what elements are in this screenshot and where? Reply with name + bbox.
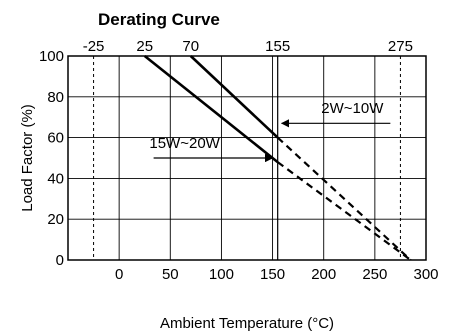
y-tick-label: 100 — [39, 48, 64, 65]
x-tick-label: 50 — [162, 266, 179, 283]
top-marker-label: 155 — [265, 38, 290, 55]
y-tick-label: 40 — [47, 170, 64, 187]
temperature-marker-lines — [93, 56, 401, 260]
x-axis-label: Ambient Temperature (°C) — [160, 315, 334, 332]
y-tick-label: 60 — [47, 130, 64, 147]
tick-labels: 0 50 100 150 200 250 300 0 20 40 60 80 100 -25 25 70 155… — [39, 38, 439, 283]
top-marker-label: 70 — [182, 38, 199, 55]
annotations: 2W~10W 15W~20W — [149, 100, 391, 163]
top-marker-label: 25 — [136, 38, 153, 55]
x-tick-label: 150 — [260, 266, 285, 283]
series-solid-line — [143, 54, 279, 164]
top-marker-label: 275 — [388, 38, 413, 55]
chart-title: Derating Curve — [98, 10, 220, 29]
plot-frame — [67, 55, 427, 261]
top-marker-label: -25 — [83, 38, 105, 55]
series-dashed-line — [276, 136, 412, 261]
y-tick-label: 80 — [47, 89, 64, 106]
derating-lines — [143, 54, 412, 261]
y-tick-label: 0 — [56, 252, 64, 269]
series-solid-line — [189, 55, 279, 139]
y-axis-label: Load Factor (%) — [19, 104, 36, 212]
x-tick-label: 300 — [413, 266, 438, 283]
series-dashed-line — [277, 161, 412, 261]
x-tick-label: 200 — [311, 266, 336, 283]
annotation-2w-10w: 2W~10W — [321, 100, 384, 117]
x-tick-label: 0 — [115, 266, 123, 283]
annotation-15w-20w: 15W~20W — [149, 135, 220, 152]
x-tick-label: 100 — [209, 266, 234, 283]
y-tick-label: 20 — [47, 211, 64, 228]
x-tick-label: 250 — [362, 266, 387, 283]
